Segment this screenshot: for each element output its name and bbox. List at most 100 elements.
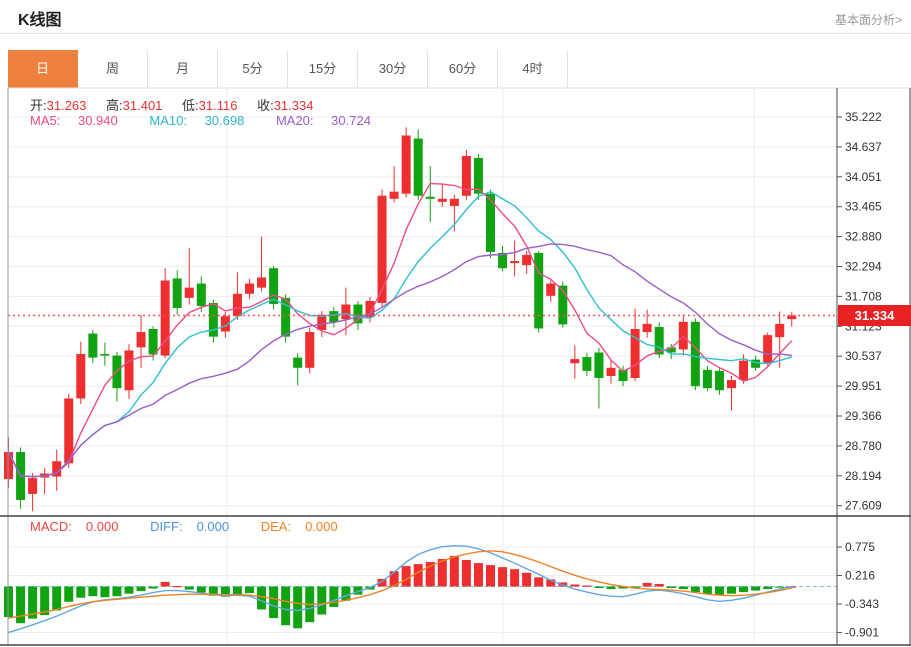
y-axis-labels: 35.222 34.637 34.051 33.465 32.880 32.294 31.7… xyxy=(837,110,882,639)
candle-body xyxy=(425,196,435,199)
candle-body xyxy=(136,332,146,348)
macd-bar xyxy=(473,563,483,587)
candle-body xyxy=(341,304,351,320)
macd-bar xyxy=(714,586,724,595)
tab-month[interactable]: 月 xyxy=(148,50,218,88)
macd-bar xyxy=(510,569,520,587)
close-label: 收: xyxy=(257,98,274,113)
macd-bar xyxy=(666,586,676,589)
candle-body xyxy=(413,138,423,196)
macd-bar xyxy=(413,564,423,587)
macd-bar xyxy=(28,586,38,619)
candle-body xyxy=(473,157,483,194)
ma-info-row: MA5: 30.940 MA10: 30.698 MA20: 30.724 xyxy=(30,113,399,128)
macd-bar xyxy=(763,586,773,590)
macd-bar xyxy=(293,586,303,629)
macd-bar xyxy=(148,586,158,589)
macd-bar xyxy=(727,586,736,594)
dea-info: DEA: 0.000 xyxy=(260,519,338,534)
candles xyxy=(4,127,797,512)
main-y-tick-label: 32.294 xyxy=(845,260,882,274)
candle-body xyxy=(389,191,399,199)
main-y-tick-label: 27.609 xyxy=(845,499,882,513)
macd-bar xyxy=(461,560,471,587)
macd-bar xyxy=(618,586,628,589)
tab-week[interactable]: 周 xyxy=(78,50,148,88)
candle-body xyxy=(594,352,604,379)
dea-line xyxy=(8,550,792,619)
candle-body xyxy=(702,369,712,389)
macd-bar xyxy=(124,586,134,594)
candle-body xyxy=(787,315,797,320)
candle-body xyxy=(329,311,339,323)
high-value: 31.401 xyxy=(122,98,163,113)
macd-bar xyxy=(281,586,291,626)
tab-5min[interactable]: 5分 xyxy=(218,50,288,88)
candle-body xyxy=(76,354,86,399)
candle-body xyxy=(498,252,508,269)
candle-body xyxy=(582,357,592,371)
candle-body xyxy=(546,283,556,296)
macd-bar xyxy=(690,586,700,593)
ma5-info: MA5: 30.940 xyxy=(30,113,118,128)
candle-body xyxy=(293,357,303,368)
macd-bar xyxy=(534,577,544,587)
macd-bar xyxy=(401,566,411,587)
macd-bar xyxy=(570,584,580,587)
candle-body xyxy=(377,195,387,303)
candle-body xyxy=(317,314,327,331)
macd-bar xyxy=(341,586,351,601)
candle-body xyxy=(232,293,242,317)
close-value: 31.334 xyxy=(273,98,314,113)
macd-bar xyxy=(208,586,218,596)
current-price-tag: 31.334 xyxy=(838,305,911,326)
macd-bar xyxy=(449,555,459,587)
macd-bar xyxy=(64,586,74,602)
macd-bar xyxy=(582,585,592,587)
candle-body xyxy=(220,316,230,332)
candle-body xyxy=(437,198,447,202)
macd-bar xyxy=(437,558,447,587)
candle-body xyxy=(100,354,110,356)
fundamental-analysis-link[interactable]: 基本面分析> xyxy=(834,13,902,27)
macd-bar xyxy=(498,567,508,587)
tab-day[interactable]: 日 xyxy=(8,50,78,88)
low-value: 31.116 xyxy=(198,98,238,113)
candle-body xyxy=(570,359,580,364)
macd-bar xyxy=(594,586,604,589)
macd-bar xyxy=(546,579,556,587)
main-y-tick-label: 35.222 xyxy=(845,110,882,124)
tab-30min[interactable]: 30分 xyxy=(358,50,428,88)
ohlc-info-row: 开:31.263 高:31.401 低:31.116 收:31.334 xyxy=(30,95,329,114)
candle-body xyxy=(558,285,568,325)
macd-bar xyxy=(76,586,86,598)
candle-body xyxy=(257,277,267,288)
candle-body xyxy=(124,350,134,391)
macd-bar xyxy=(606,586,616,590)
candle-body xyxy=(245,283,254,294)
main-y-tick-label: 28.194 xyxy=(845,469,882,483)
low-label: 低: xyxy=(182,98,199,113)
ma20-info: MA20: 30.724 xyxy=(275,113,371,128)
tab-60min[interactable]: 60分 xyxy=(428,50,498,88)
candle-body xyxy=(510,261,520,264)
candle-body xyxy=(208,302,218,337)
tab-15min[interactable]: 15分 xyxy=(288,50,358,88)
macd-histogram xyxy=(4,555,797,629)
macd-y-tick-label: -0.343 xyxy=(845,597,879,611)
main-y-tick-label: 34.051 xyxy=(845,170,882,184)
macd-bar xyxy=(112,586,122,597)
macd-bar xyxy=(317,586,327,615)
macd-bar xyxy=(329,586,339,607)
main-y-tick-label: 30.537 xyxy=(845,349,882,363)
ma5-line xyxy=(7,182,793,478)
candle-body xyxy=(52,461,62,477)
macd-bar xyxy=(245,586,254,594)
ma20-line xyxy=(7,243,792,478)
candle-body xyxy=(763,335,773,363)
tab-4hour[interactable]: 4时 xyxy=(498,50,568,88)
macd-bar xyxy=(702,586,712,595)
chart-borders xyxy=(0,87,911,646)
